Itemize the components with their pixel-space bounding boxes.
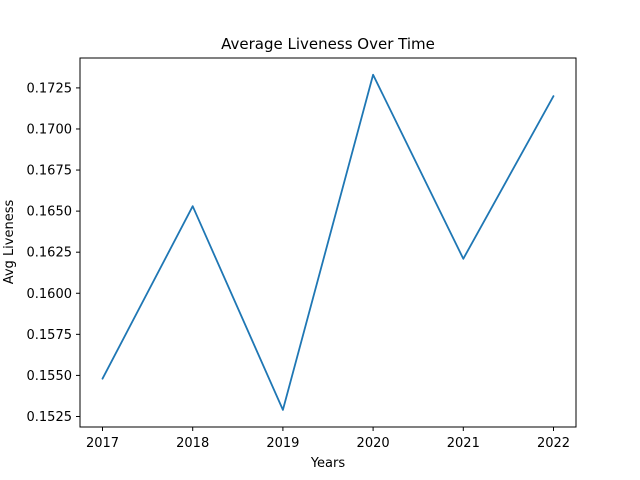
x-tick-label: 2017 [86,436,119,451]
y-tick-label: 0.1550 [27,369,73,384]
y-tick-label: 0.1575 [27,328,73,343]
y-axis-title: Avg Liveness [2,200,17,285]
series-line [101,73,555,411]
x-tick-label: 2018 [176,436,209,451]
x-axis-title: Years [310,456,346,471]
y-tick-label: 0.1625 [27,246,73,261]
y-tick-label: 0.1725 [27,81,73,96]
x-tick-label: 2020 [357,436,390,451]
y-tick-label: 0.1700 [27,122,73,137]
plot-area: 2017 2018 2019 2020 2021 2022 0.1525 0.1550 0.15… [27,57,577,451]
x-tick-label: 2019 [266,436,299,451]
y-tick-label: 0.1650 [27,205,73,220]
y-tick-label: 0.1675 [27,164,73,179]
x-tick-label: 2021 [447,436,480,451]
y-tick-label: 0.1525 [27,410,73,425]
chart-title: Average Liveness Over Time [221,35,435,53]
x-tick-label: 2022 [537,436,570,451]
y-tick-label: 0.1600 [27,287,73,302]
plot-frame [79,57,577,428]
